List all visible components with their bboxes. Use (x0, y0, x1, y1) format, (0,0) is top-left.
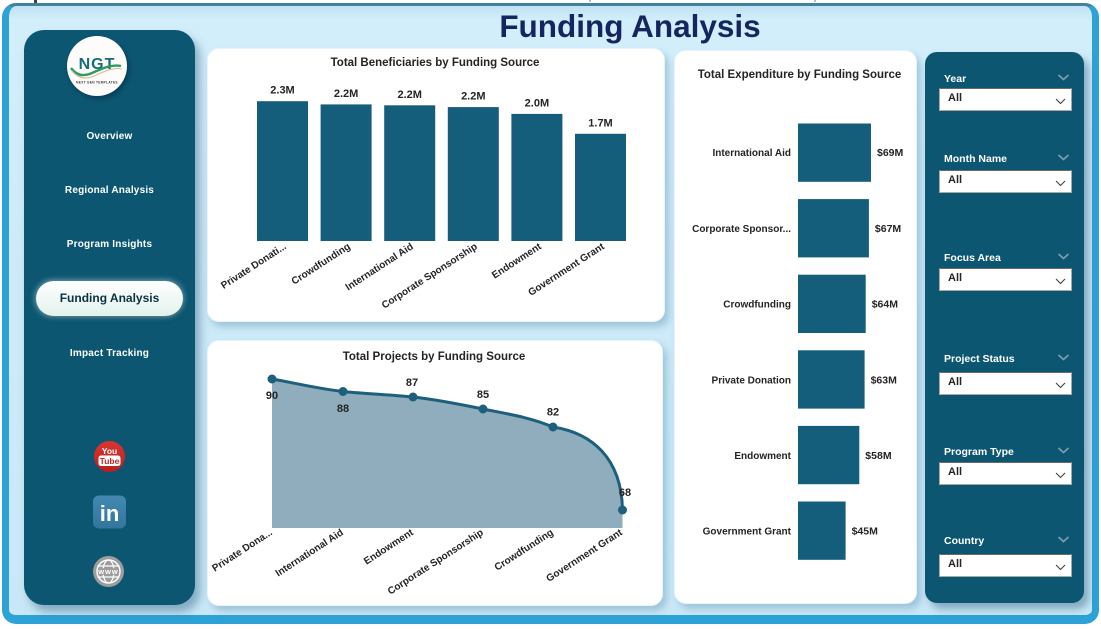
svg-text:2.2M: 2.2M (334, 88, 358, 100)
svg-text:$64M: $64M (872, 299, 899, 311)
svg-text:International Aid: International Aid (712, 148, 791, 159)
svg-text:Government Grant: Government Grant (545, 527, 626, 585)
svg-text:1.7M: 1.7M (588, 117, 612, 129)
svg-text:90: 90 (266, 390, 278, 402)
svg-text:2.2M: 2.2M (461, 91, 485, 103)
svg-text:Endowment: Endowment (734, 451, 791, 462)
svg-text:$67M: $67M (875, 223, 902, 235)
svg-text:$45M: $45M (852, 526, 879, 538)
svg-text:2.3M: 2.3M (270, 85, 294, 97)
svg-text:Endowment: Endowment (490, 241, 544, 281)
svg-text:87: 87 (406, 377, 418, 389)
svg-text:2.2M: 2.2M (397, 89, 421, 101)
svg-text:Crowdfunding: Crowdfunding (290, 241, 353, 287)
svg-text:Corporate Sponsor...: Corporate Sponsor... (692, 224, 791, 235)
svg-text:85: 85 (477, 389, 489, 401)
svg-text:Private Dona...: Private Dona... (210, 527, 274, 574)
svg-text:82: 82 (547, 407, 559, 419)
svg-text:Private Donati...: Private Donati... (219, 241, 289, 292)
svg-text:www: www (97, 567, 119, 576)
svg-text:$58M: $58M (865, 450, 892, 462)
svg-text:NEXT GEN TEMPLATES: NEXT GEN TEMPLATES (76, 81, 118, 85)
svg-text:68: 68 (619, 487, 631, 499)
svg-text:International Aid: International Aid (274, 527, 346, 579)
svg-text:$69M: $69M (877, 147, 904, 159)
svg-text:You: You (102, 446, 117, 456)
svg-text:in: in (100, 501, 120, 526)
svg-text:2.0M: 2.0M (525, 97, 549, 109)
svg-text:Endowment: Endowment (362, 527, 416, 567)
svg-text:88: 88 (337, 403, 349, 415)
svg-text:Private Donation: Private Donation (712, 375, 791, 386)
svg-text:$63M: $63M (871, 374, 898, 386)
svg-text:Government Grant: Government Grant (703, 527, 792, 538)
svg-text:Tube: Tube (100, 456, 120, 466)
svg-text:NGT: NGT (79, 56, 116, 73)
svg-text:Crowdfunding: Crowdfunding (493, 527, 556, 573)
svg-text:Crowdfunding: Crowdfunding (723, 300, 791, 311)
